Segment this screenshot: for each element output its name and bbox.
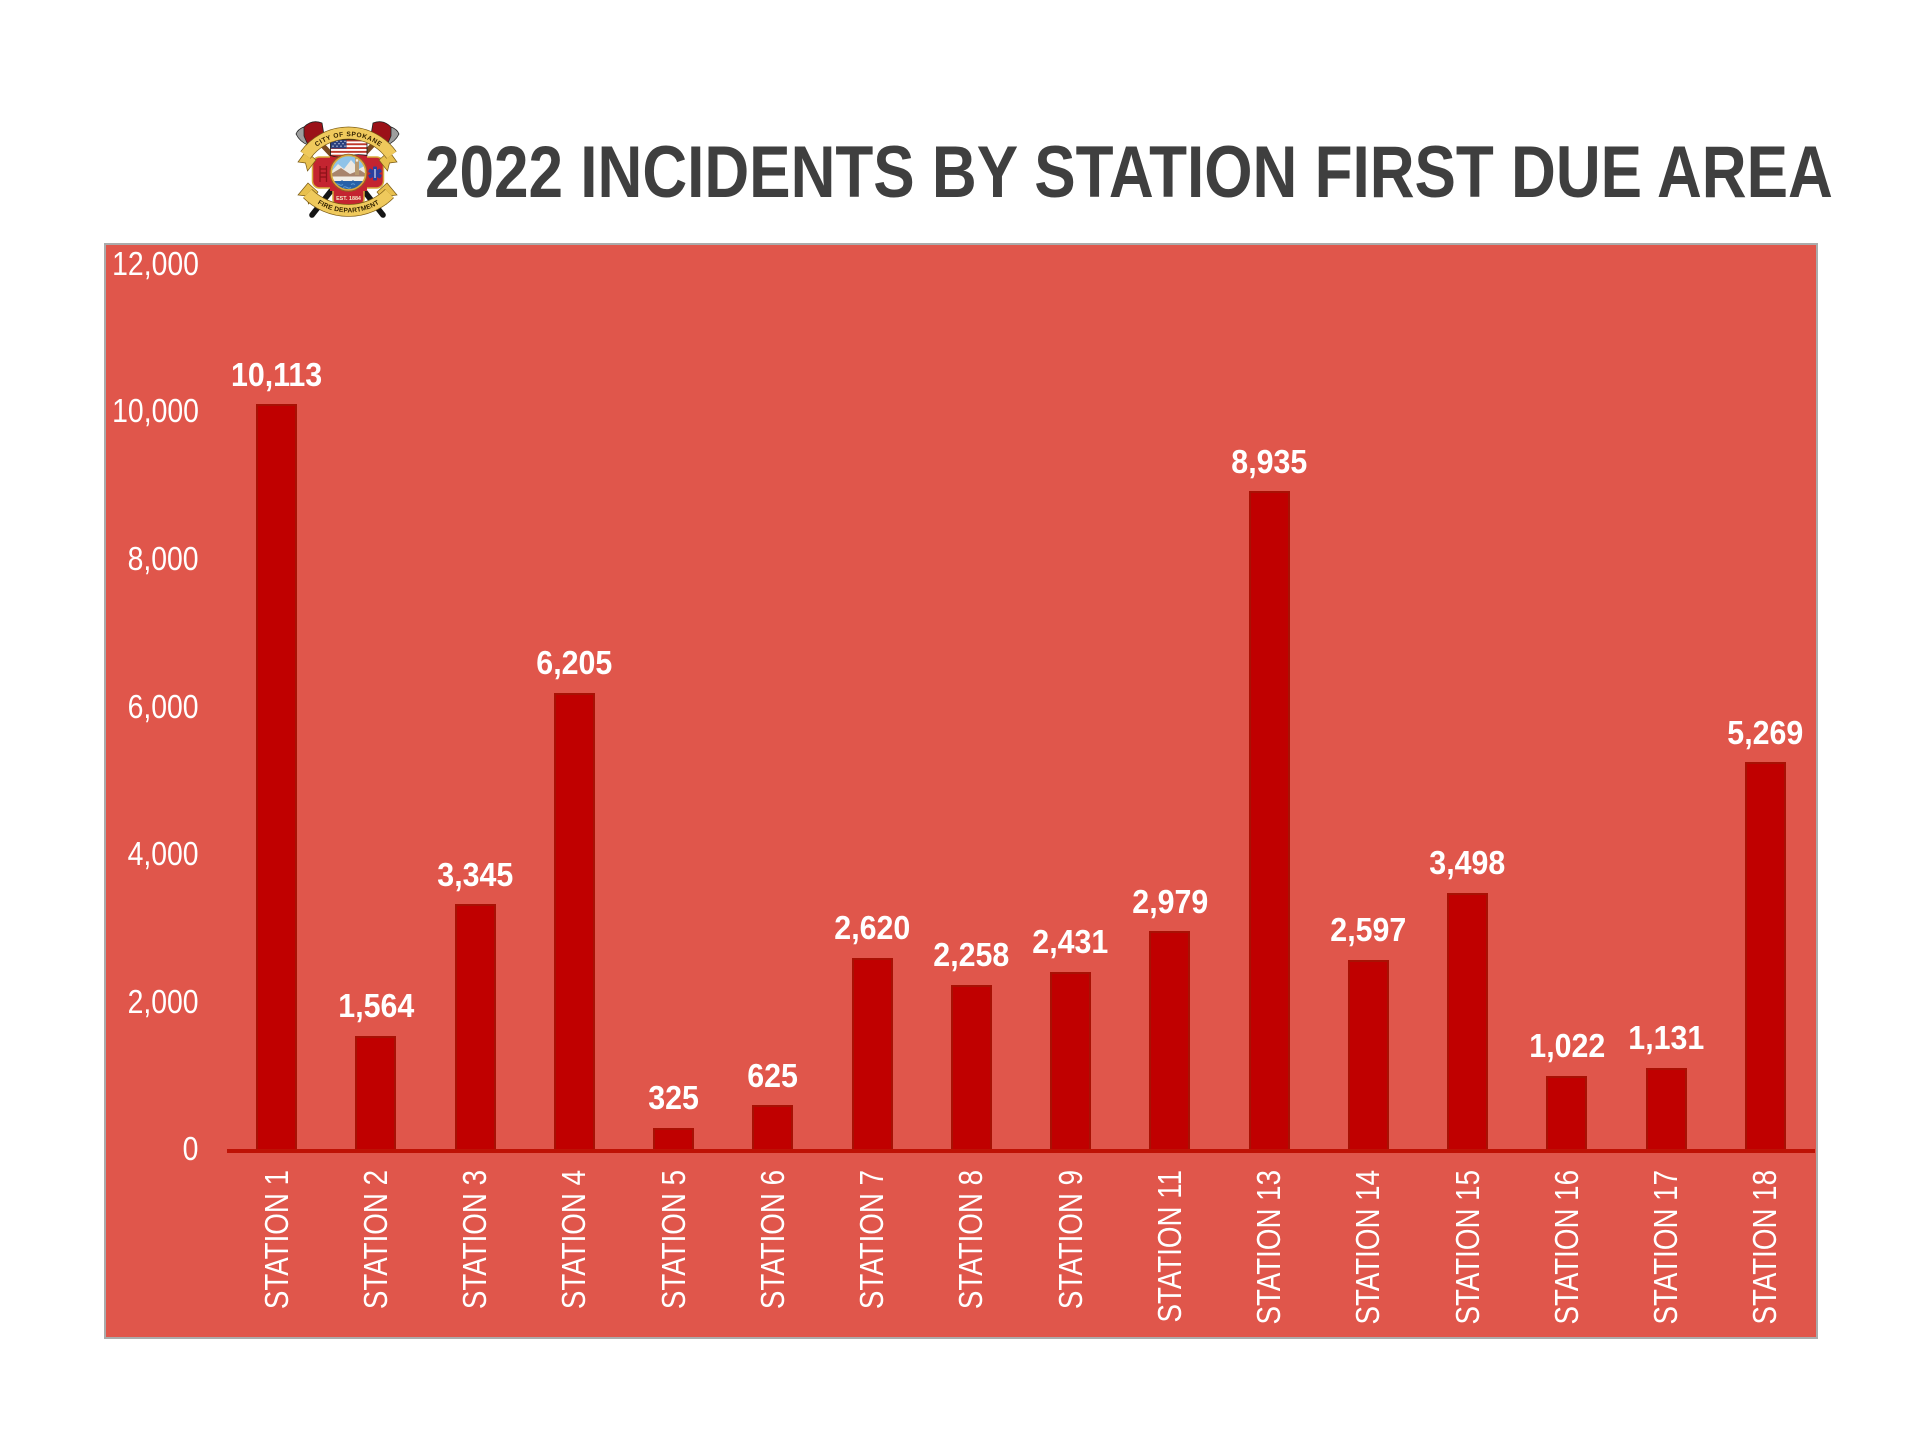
svg-text:EST. 1884: EST. 1884: [336, 196, 361, 202]
